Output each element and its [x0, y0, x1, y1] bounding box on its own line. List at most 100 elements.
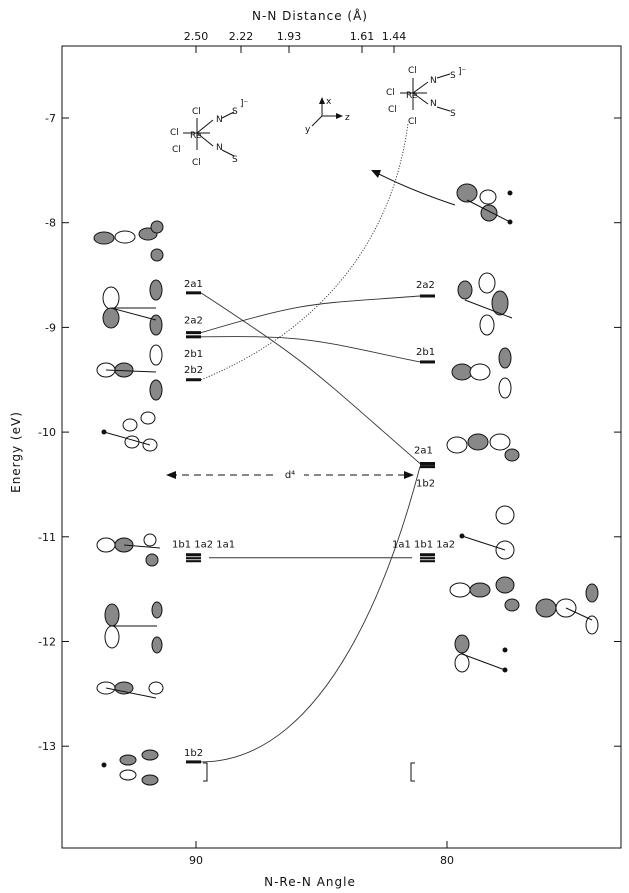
atom-label: N	[216, 115, 223, 125]
curved-arrow	[374, 171, 456, 206]
atom-label: S	[232, 155, 238, 165]
x-tick-label: 80	[440, 854, 454, 867]
coordinate-axes-icon: x y z	[305, 97, 350, 135]
d4-annotation: d⁴	[166, 466, 414, 482]
molecule-left-charge: ]⁻	[240, 99, 249, 109]
left-level-label: 2a1	[184, 279, 203, 290]
correlation-line	[200, 466, 421, 763]
correlation-line	[200, 336, 421, 363]
atom-label: S	[450, 71, 456, 81]
orbital-sketch-right-2a2	[457, 272, 513, 336]
y-tick-label: -10	[38, 426, 56, 439]
x-axis-title: N-Re-N Angle	[264, 875, 356, 889]
left-level-label: 2b1	[184, 349, 203, 360]
right-level-label: 2a1	[414, 446, 433, 457]
right-level-label: 1b2	[416, 479, 435, 490]
left-level-label: 1b1 1a2 1a1	[172, 540, 235, 551]
atom-label: Cl	[192, 158, 201, 168]
atom-label: Cl	[192, 107, 201, 117]
orbital-sketch-left-2a2	[102, 279, 163, 336]
right-level-label: 2a2	[416, 280, 435, 291]
correlation-line	[200, 295, 421, 334]
orbital-sketch-right-2b1	[451, 347, 512, 399]
left-bracket	[203, 762, 208, 782]
molecule-right-charge: ]⁻	[458, 67, 467, 77]
left-level-bar	[186, 760, 201, 764]
left-level-bar	[186, 378, 201, 382]
y-tick-label: -12	[38, 636, 56, 649]
top-tick-label: 2.50	[184, 30, 209, 43]
d4-arrow-right-head	[404, 471, 414, 479]
curved-arrow-head	[371, 170, 381, 178]
atom-label: N	[430, 76, 437, 86]
orbital-sketch-right-1b2	[459, 505, 515, 560]
orbital-sketch-far-right	[535, 583, 599, 635]
y-tick-label: -7	[45, 112, 56, 125]
d4-label: d⁴	[285, 470, 295, 481]
left-level-bar	[186, 553, 201, 563]
right-level-bar	[420, 462, 435, 466]
orbital-sketch-right-1a1	[449, 576, 520, 612]
y-tick-label: -8	[45, 217, 56, 230]
left-level-bar	[186, 335, 201, 339]
correlation-line	[200, 123, 409, 381]
atom-label: Cl	[408, 117, 417, 127]
molecule-right-sketch: ]⁻ Cl Cl Re Cl Cl N S N S	[386, 66, 467, 127]
left-level-bar	[186, 331, 201, 335]
plot-frame	[61, 45, 622, 849]
y-axis-title: Energy (eV)	[9, 411, 23, 493]
orbital-sketch-left-2a1	[93, 220, 164, 262]
left-level-label: 2a2	[184, 316, 203, 327]
orbital-sketch-left-2b2	[101, 411, 158, 452]
atom-label: Cl	[170, 128, 179, 138]
atom-label: Re	[190, 131, 202, 141]
y-tick-label: -9	[45, 321, 56, 334]
orbital-sketch-left-1a2	[104, 601, 163, 654]
coord-axis-label: y	[305, 125, 311, 135]
atom-label: Cl	[172, 145, 181, 155]
energy-levels: 2a1 2a2 2b1 2b2 1b1 1a2 1a1 1b2 2a2 2b1 2a1 1b2 1a…	[172, 279, 455, 764]
coord-axis-label: z	[345, 113, 350, 123]
atom-label: N	[430, 99, 437, 109]
y-tick-label: -11	[38, 531, 56, 544]
orbital-sketch-left-1b1	[96, 533, 161, 567]
atom-label: Cl	[386, 88, 395, 98]
orbital-sketch-right-1b1	[454, 634, 508, 673]
right-level-label: 1a1 1b1 1a2	[392, 540, 455, 551]
top-tick-label: 1.61	[350, 30, 375, 43]
top-axis-title: N-N Distance (Å)	[252, 8, 368, 23]
right-level-bar	[420, 294, 435, 298]
right-level-bar	[420, 553, 435, 563]
orbital-sketches	[93, 183, 599, 786]
orbital-sketch-right-2a1	[446, 433, 520, 462]
atom-label: Re	[406, 91, 418, 101]
left-level-bar	[186, 291, 201, 295]
atom-label: S	[450, 109, 456, 119]
atom-label: S	[232, 107, 238, 117]
right-level-bar	[420, 465, 435, 469]
right-bracket	[410, 762, 415, 782]
correlation-lines	[200, 123, 421, 763]
right-level-label: 2b1	[416, 347, 435, 358]
top-tick-label: 1.93	[277, 30, 302, 43]
d4-arrow-left-head	[166, 471, 176, 479]
coord-axis-label: x	[326, 97, 332, 107]
y-tick-label: -13	[38, 740, 56, 753]
orbital-sketch-left-1b2	[101, 749, 159, 786]
left-level-label: 1b2	[184, 748, 203, 759]
atom-label: Cl	[388, 105, 397, 115]
x-tick-label: 90	[189, 854, 203, 867]
orbital-sketch-left-2b1	[96, 344, 163, 401]
atom-label: Cl	[408, 66, 417, 76]
left-level-label: 2b2	[184, 365, 203, 376]
orbital-sketch-left-1a1	[96, 681, 164, 699]
top-tick-label: 1.44	[382, 30, 407, 43]
right-level-bar	[420, 360, 435, 364]
atom-label: N	[216, 143, 223, 153]
orbital-sketch-right-top	[456, 183, 513, 225]
axis-ticks: -7-8-9-10-11-12-1390807060502.502.221.93…	[38, 30, 621, 867]
top-tick-label: 2.22	[229, 30, 254, 43]
correlation-line	[200, 292, 421, 464]
